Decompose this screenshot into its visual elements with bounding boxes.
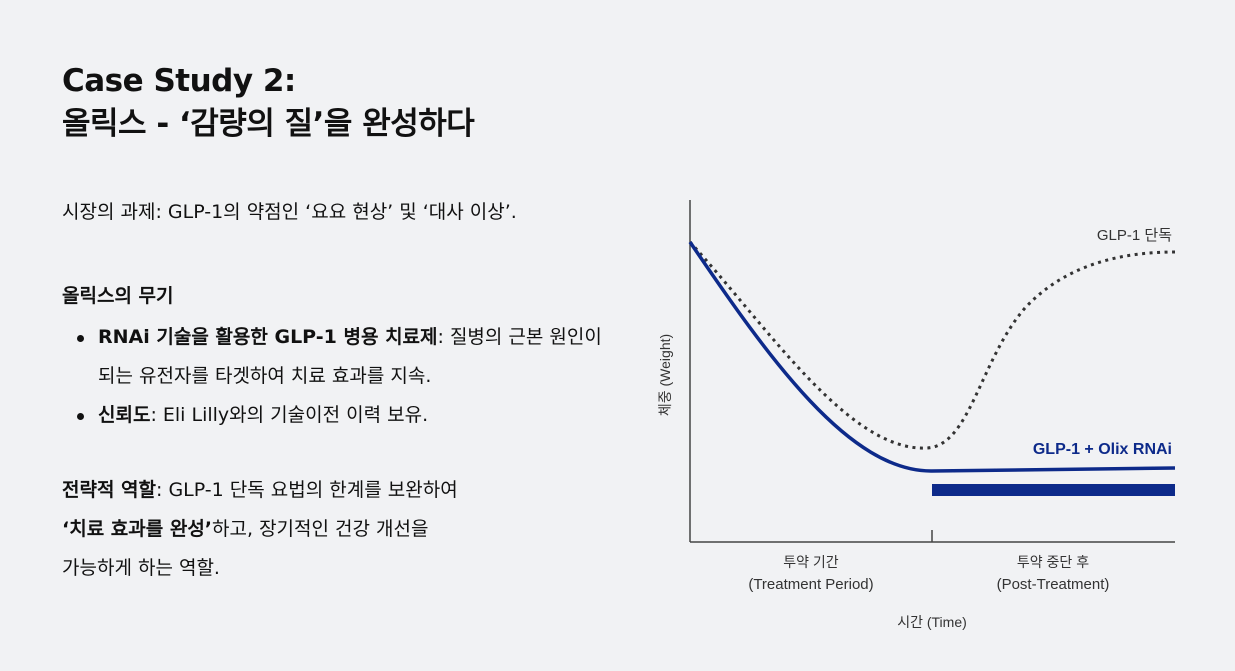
weapons-heading: 올릭스의 무기 (62, 285, 174, 307)
strategy-text-2: 하고, 장기적인 건강 개선을 (212, 518, 429, 540)
list-item: RNAi 기술을 활용한 GLP-1 병용 치료제: 질병의 근본 원인이 되는… (62, 318, 622, 396)
bullet-bold: RNAi 기술을 활용한 GLP-1 병용 치료제 (98, 326, 438, 348)
strategy-text-3: 가능하게 하는 역할. (62, 557, 220, 579)
series-label-glp1-olix: GLP-1 + Olix RNAi (1033, 441, 1172, 458)
x-axis-label: 시간 (Time) (897, 614, 967, 630)
strategy-bold: ‘치료 효과를 완성’ (62, 518, 213, 540)
y-axis-label: 체중 (Weight) (657, 334, 673, 416)
phase-label-treatment: 투약 기간 (783, 554, 839, 570)
bullet-text: : 질병의 근본 원인이 되는 유전자를 타겟하여 치료 효과를 지속. (98, 326, 602, 387)
phase-sublabel-treatment: (Treatment Period) (748, 576, 873, 593)
title-line-2: 올릭스 - ‘감량의 질’을 완성하다 (62, 106, 475, 142)
weapons-list: RNAi 기술을 활용한 GLP-1 병용 치료제: 질병의 근본 원인이 되는… (62, 318, 622, 435)
text-column: 시장의 과제: GLP-1의 약점인 ‘요요 현상’ 및 ‘대사 이상’. 올릭… (62, 196, 622, 588)
market-challenge: 시장의 과제: GLP-1의 약점인 ‘요요 현상’ 및 ‘대사 이상’. (62, 201, 517, 223)
series-line-glp1-olix (688, 241, 1176, 473)
strategic-role: 전략적 역할: GLP-1 단독 요법의 한계를 보완하여 ‘치료 효과를 완성… (62, 471, 622, 588)
bullet-bold: 신뢰도 (98, 404, 151, 426)
sustained-effect-bar (932, 484, 1175, 496)
strategy-text-1: : GLP-1 단독 요법의 한계를 보완하여 (156, 479, 458, 501)
phase-label-post: 투약 중단 후 (1017, 554, 1089, 570)
list-item: 신뢰도: Eli Lilly와의 기술이전 이력 보유. (62, 396, 622, 435)
series-label-glp1-alone: GLP-1 단독 (1097, 227, 1172, 244)
title-line-1: Case Study 2: (62, 63, 296, 99)
phase-sublabel-post: (Post-Treatment) (997, 576, 1110, 593)
bullet-text: : Eli Lilly와의 기술이전 이력 보유. (150, 404, 429, 426)
page-title: Case Study 2: 올릭스 - ‘감량의 질’을 완성하다 (62, 60, 475, 146)
weight-chart: 체중 (Weight) GLP-1 단독 GLP-1 + Olix RNAi 투… (657, 200, 1176, 630)
strategy-label: 전략적 역할 (62, 479, 157, 501)
